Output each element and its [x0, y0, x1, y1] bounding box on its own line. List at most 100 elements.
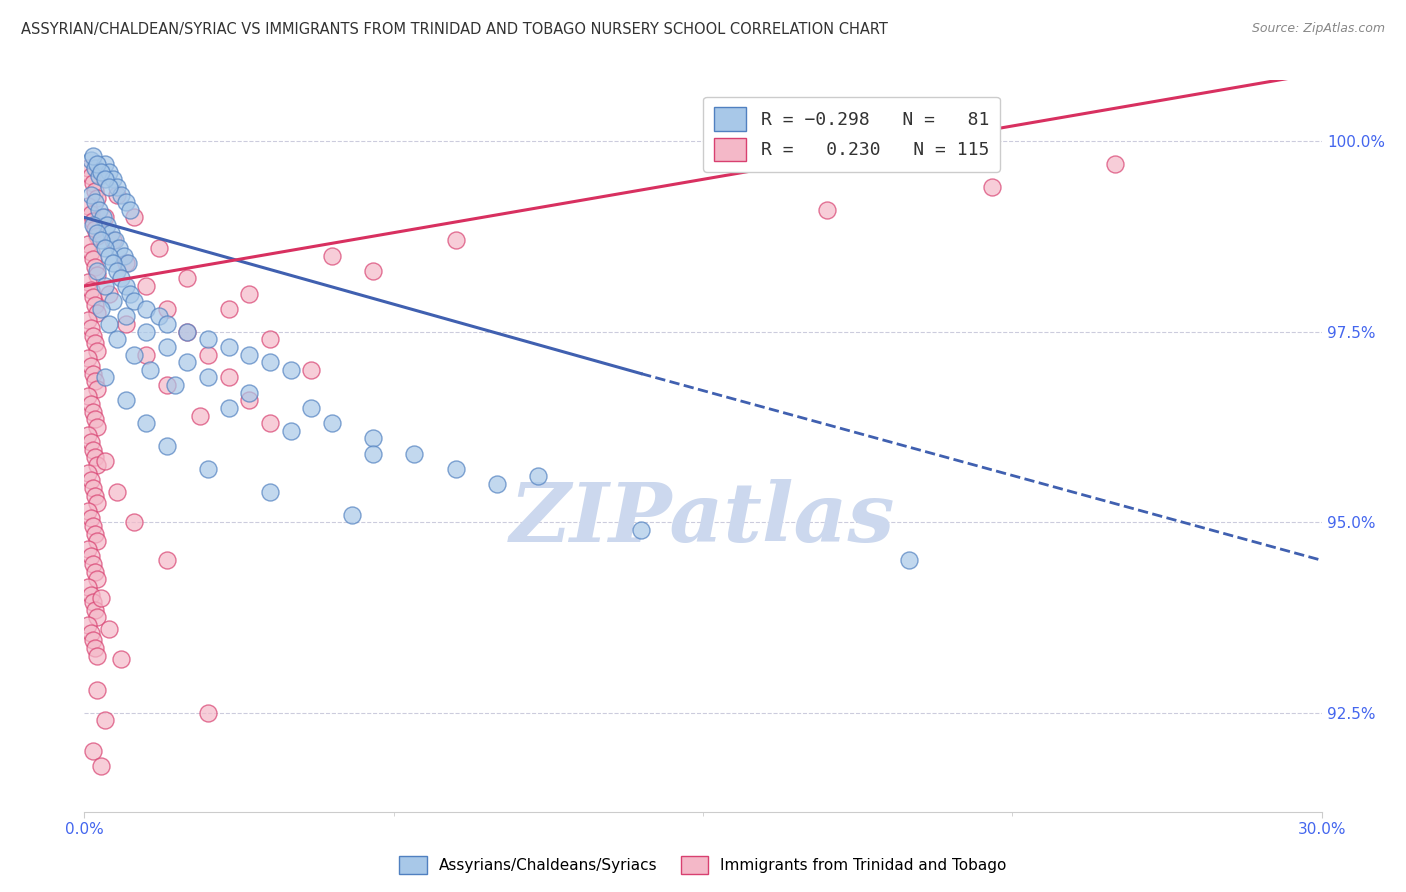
Point: [83, 184, 105, 198]
Point: [321, 248, 343, 262]
Point: [83, 374, 105, 388]
Point: [135, 279, 157, 293]
Point: [122, 515, 145, 529]
Point: [94, 211, 117, 225]
Point: [86, 572, 108, 586]
Point: [105, 180, 128, 194]
Point: [82, 744, 104, 758]
Point: [82, 328, 104, 343]
Point: [79, 169, 101, 183]
Point: [135, 347, 157, 361]
Point: [156, 301, 179, 316]
Point: [148, 241, 170, 255]
Point: [361, 447, 384, 461]
Point: [361, 264, 384, 278]
Point: [86, 343, 108, 358]
Point: [82, 519, 104, 533]
Point: [79, 549, 101, 564]
Point: [86, 306, 108, 320]
Point: [188, 409, 211, 423]
Point: [79, 588, 101, 602]
Point: [114, 310, 136, 324]
Point: [86, 268, 108, 282]
Point: [104, 233, 127, 247]
Point: [165, 378, 187, 392]
Point: [79, 321, 101, 335]
Point: [86, 264, 108, 278]
Point: [77, 351, 100, 366]
Point: [83, 526, 105, 541]
Point: [77, 618, 100, 632]
Legend: Assyrians/Chaldeans/Syriacs, Immigrants from Trinidad and Tobago: Assyrians/Chaldeans/Syriacs, Immigrants …: [394, 850, 1012, 880]
Point: [86, 191, 108, 205]
Point: [176, 325, 198, 339]
Point: [815, 202, 838, 217]
Point: [98, 164, 121, 178]
Point: [77, 275, 100, 289]
Point: [218, 401, 240, 415]
Point: [135, 301, 157, 316]
Point: [218, 340, 240, 354]
Point: [90, 233, 112, 247]
Point: [77, 237, 100, 252]
Point: [77, 199, 100, 213]
Point: [83, 450, 105, 465]
Point: [79, 153, 101, 168]
Point: [83, 640, 105, 655]
Text: ASSYRIAN/CHALDEAN/SYRIAC VS IMMIGRANTS FROM TRINIDAD AND TOBAGO NURSERY SCHOOL C: ASSYRIAN/CHALDEAN/SYRIAC VS IMMIGRANTS F…: [21, 22, 889, 37]
Point: [83, 336, 105, 351]
Point: [82, 633, 104, 648]
Point: [94, 172, 117, 186]
Point: [218, 370, 240, 384]
Point: [77, 427, 100, 442]
Point: [156, 553, 179, 567]
Point: [77, 541, 100, 556]
Point: [100, 226, 122, 240]
Point: [238, 393, 260, 408]
Point: [94, 241, 117, 255]
Point: [79, 473, 101, 487]
Point: [77, 504, 100, 518]
Point: [110, 187, 132, 202]
Point: [176, 325, 198, 339]
Point: [321, 416, 343, 430]
Point: [86, 648, 108, 663]
Point: [82, 405, 104, 419]
Point: [82, 595, 104, 609]
Point: [86, 420, 108, 434]
Point: [87, 202, 110, 217]
Point: [122, 347, 145, 361]
Point: [197, 462, 219, 476]
Point: [105, 264, 128, 278]
Point: [82, 481, 104, 495]
Point: [280, 424, 302, 438]
Point: [82, 149, 104, 163]
Point: [238, 385, 260, 400]
Point: [90, 164, 112, 178]
Point: [79, 625, 101, 640]
Point: [118, 286, 141, 301]
Text: Source: ZipAtlas.com: Source: ZipAtlas.com: [1251, 22, 1385, 36]
Point: [77, 313, 100, 327]
Point: [86, 157, 108, 171]
Point: [103, 256, 125, 270]
Point: [86, 226, 108, 240]
Point: [77, 161, 100, 175]
Point: [361, 431, 384, 445]
Point: [114, 279, 136, 293]
Point: [86, 496, 108, 510]
Point: [83, 412, 105, 426]
Point: [112, 248, 135, 262]
Point: [79, 397, 101, 411]
Point: [86, 534, 108, 549]
Point: [83, 298, 105, 312]
Point: [110, 652, 132, 666]
Point: [105, 187, 128, 202]
Point: [114, 195, 136, 210]
Point: [110, 271, 132, 285]
Point: [404, 447, 426, 461]
Point: [139, 363, 162, 377]
Point: [444, 462, 467, 476]
Point: [90, 759, 112, 773]
Point: [1104, 157, 1126, 171]
